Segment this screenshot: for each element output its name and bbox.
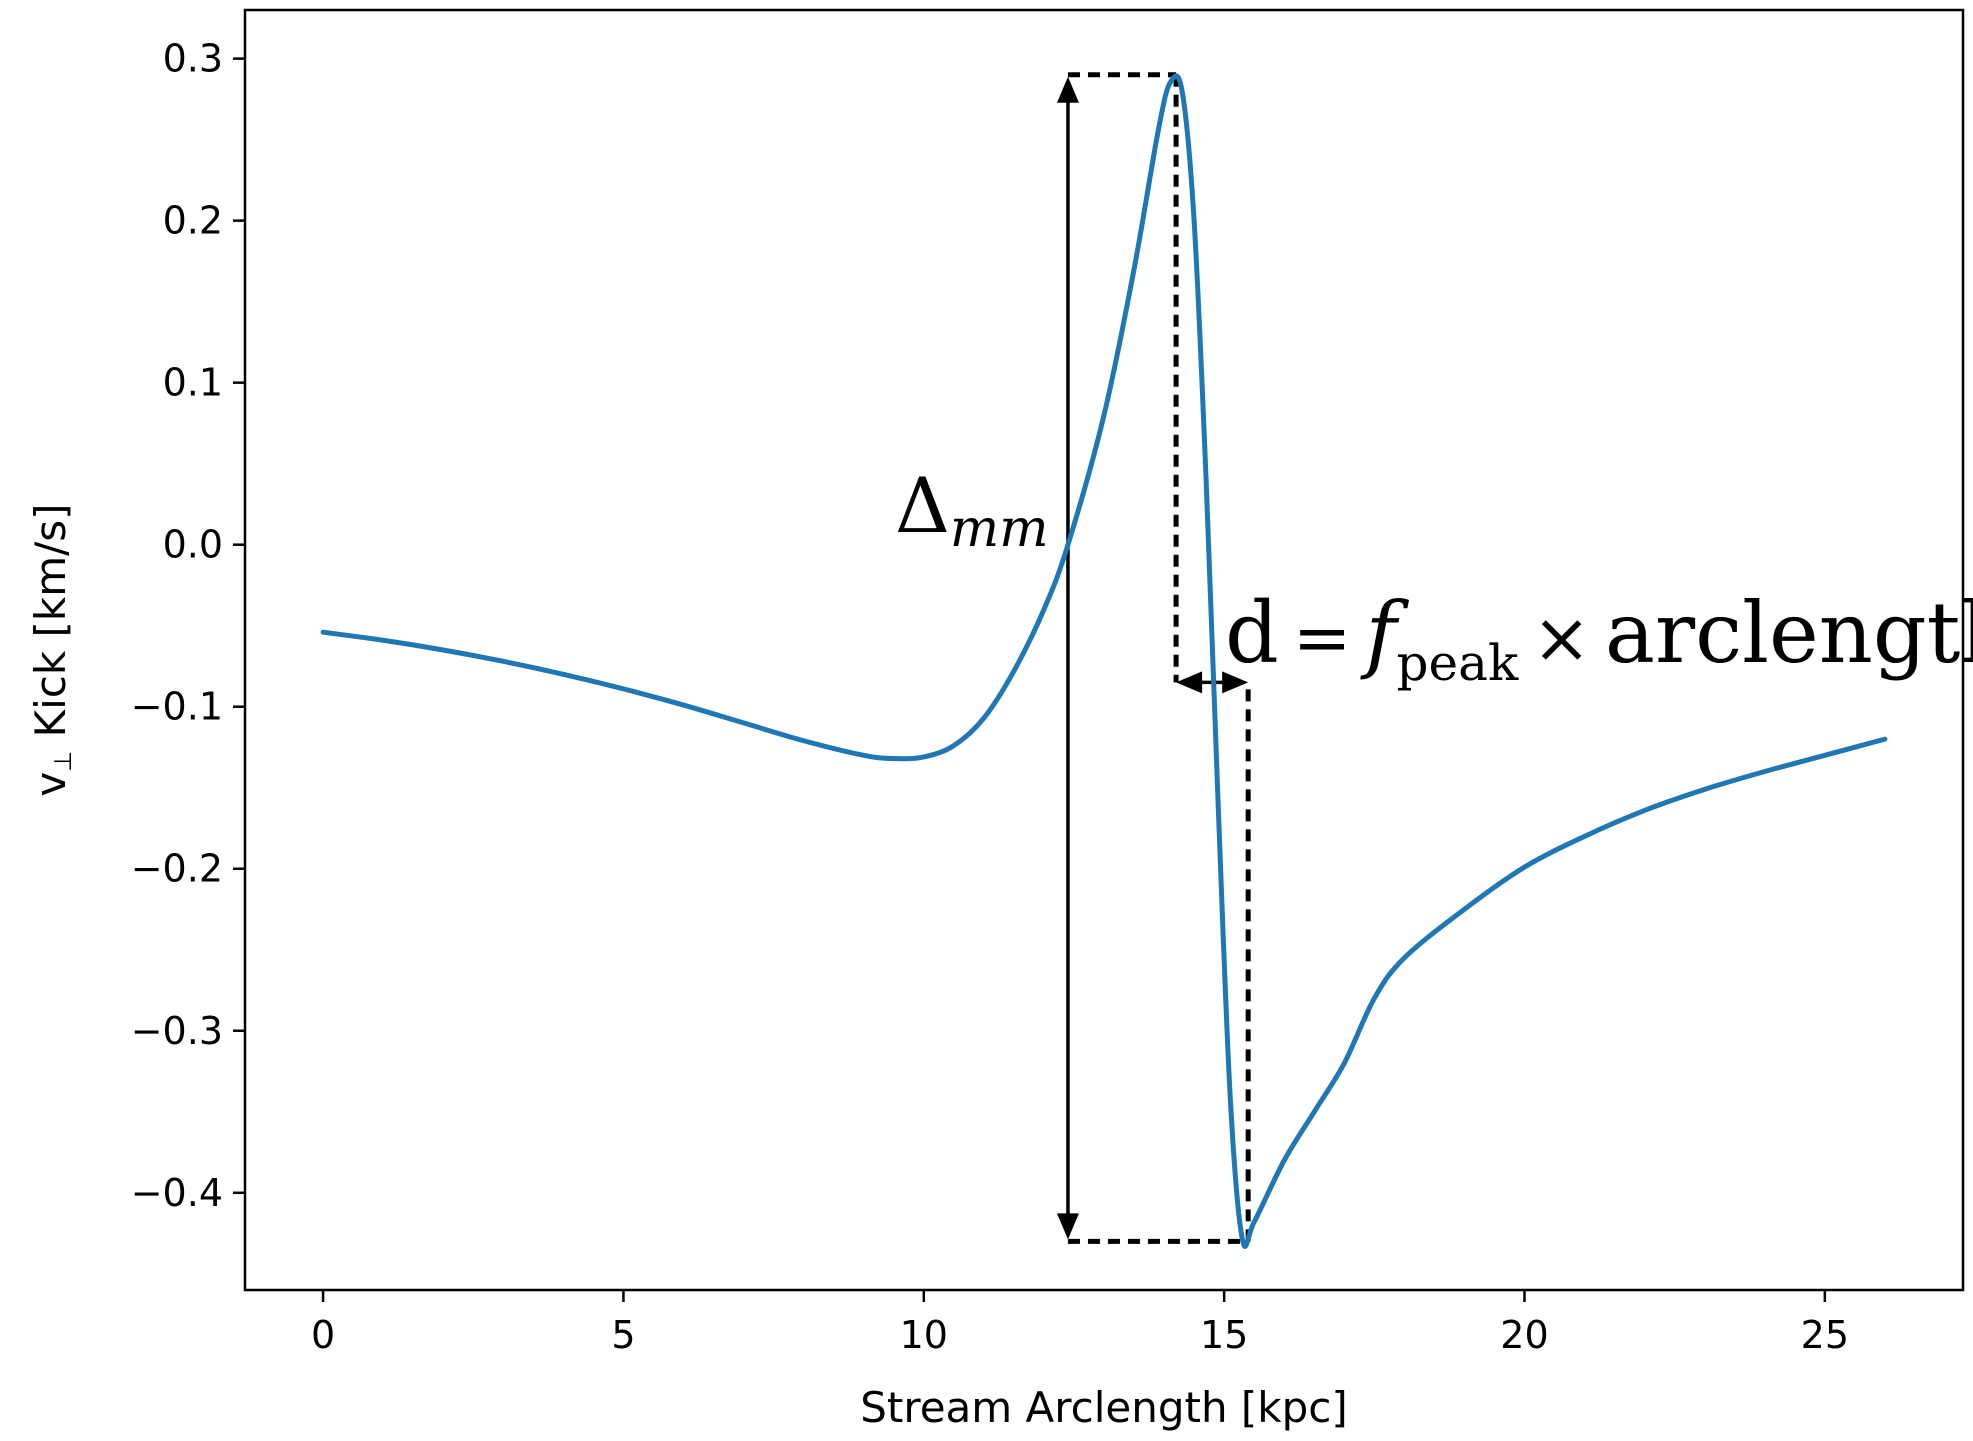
x-tick-label: 0 <box>311 1313 335 1357</box>
delta-arrow-head-up <box>1056 76 1079 103</box>
y-axis-label-main: v <box>26 772 75 797</box>
y-tick-label: 0.2 <box>163 199 223 243</box>
y-tick-label: 0.0 <box>163 523 223 567</box>
plot-frame <box>243 8 1965 1292</box>
y-axis-ticks: 0.3 0.2 0.1 0.0 −0.1 −0.2 −0.3 −0.4 <box>131 37 245 1215</box>
x-tick-label: 20 <box>1500 1313 1548 1357</box>
y-tick-label: −0.2 <box>131 847 223 891</box>
x-axis-ticks: 0 5 10 15 20 25 <box>311 1290 1849 1357</box>
y-tick-label: −0.1 <box>131 685 223 729</box>
y-tick-label: −0.4 <box>131 1171 223 1215</box>
series-line <box>320 73 1888 1249</box>
eq-d: d <box>1225 584 1279 682</box>
y-tick-label: 0.3 <box>163 37 223 81</box>
eq-equals: = <box>1293 597 1352 679</box>
eq-times: × <box>1532 597 1591 679</box>
y-tick-label: −0.3 <box>131 1009 223 1053</box>
eq-arclength: arclength <box>1605 584 1973 682</box>
y-axis-label-sub: ⊥ <box>49 751 77 772</box>
delta-symbol: Δ <box>895 461 950 550</box>
x-tick-label: 10 <box>900 1313 948 1357</box>
y-tick-label: 0.1 <box>163 361 223 405</box>
delta-mm-annotation: Δmm <box>895 461 1049 559</box>
x-tick-label: 5 <box>611 1313 635 1357</box>
x-axis-label: Stream Arclength [kpc] <box>860 1383 1348 1432</box>
delta-arrow-head-down <box>1056 1213 1079 1240</box>
d-equation-annotation: d=fpeak×arclength <box>1225 584 1973 692</box>
y-axis-label: v⊥ Kick [km/s] <box>26 503 77 796</box>
delta-subscript: mm <box>950 499 1049 559</box>
x-tick-label: 25 <box>1801 1313 1849 1357</box>
annotation-lines <box>1056 72 1251 1244</box>
x-tick-label: 15 <box>1200 1313 1248 1357</box>
d-arrow-head-right <box>1222 671 1249 694</box>
d-arrow-head-left <box>1176 671 1203 694</box>
eq-f-sub: peak <box>1397 634 1519 692</box>
y-axis-label-rest: Kick [km/s] <box>26 503 75 750</box>
